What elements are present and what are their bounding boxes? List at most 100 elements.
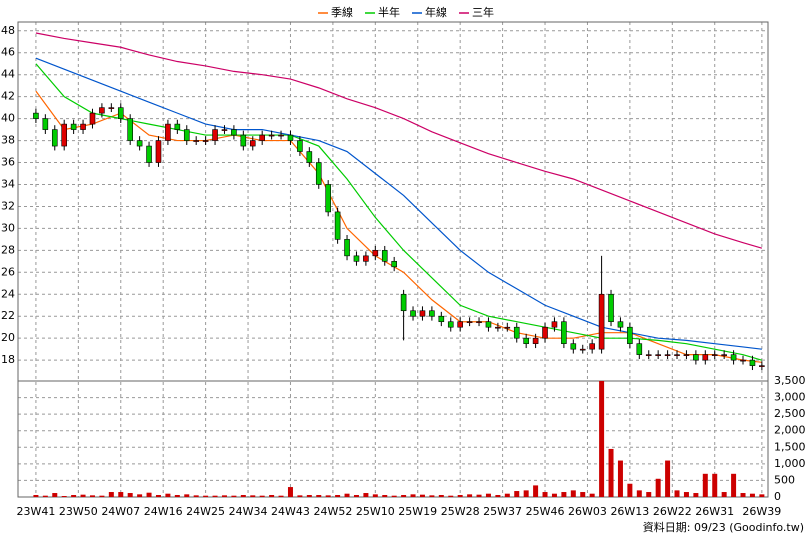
y-tick-label: 20 [1,331,15,344]
y2-tick-label: 2,000 [774,424,806,437]
volume-bar [325,495,331,497]
volume-bar [269,495,275,497]
legend-label: 半年 [378,5,400,19]
volume-bar [240,495,246,497]
x-tick-label: 26W39 [742,505,781,518]
candle-body [664,354,671,356]
y-tick-label: 38 [1,134,15,147]
candle-body [627,326,633,344]
candle-body [438,315,445,323]
candle-body [240,134,247,147]
volume-bar [42,495,48,497]
candle-body [372,250,379,257]
volume-bar [674,490,680,497]
candle-body [117,107,124,119]
x-tick-label: 24W52 [313,505,352,518]
ma-line [35,32,763,249]
volume-bar [636,490,642,497]
volume-bar [759,494,765,497]
candle-body [655,354,661,356]
volume-bar [146,492,152,497]
x-tick-label: 24W25 [186,505,225,518]
volume-bar [391,495,397,497]
candle-body [476,321,482,324]
y2-tick-label: 500 [774,473,795,486]
candle-body [325,184,331,213]
volume-bar [193,495,199,497]
volume-bar [495,495,501,497]
volume-bar [627,483,633,497]
volume-bar [250,495,256,497]
candle-body [165,123,171,141]
x-tick-label: 25W10 [356,505,395,518]
candle-body [51,129,58,147]
x-tick-label: 26W22 [653,505,692,518]
candle-body [513,326,520,339]
volume-bar [61,496,67,497]
candle-body [674,354,680,356]
x-tick-label: 26W03 [568,505,607,518]
volume-bar [221,495,227,497]
candle-body [249,140,256,147]
candle-body [212,129,218,141]
volume-bar [89,495,95,497]
candle-body [183,129,190,141]
x-tick-label: 24W07 [101,505,140,518]
candle-body [155,140,162,163]
candle-body [174,123,181,130]
candle-body [334,211,341,240]
volume-bar [485,493,491,497]
volume-bar [438,495,444,497]
volume-bar [721,492,727,497]
volume-bar [749,493,755,497]
volume-bar [52,493,58,497]
volume-bar [476,494,482,497]
candle-body [608,293,614,323]
volume-bar [316,495,322,497]
candle-body [561,321,567,344]
candle-body [202,140,209,142]
candle-body [645,354,652,356]
volume-bar [731,473,737,497]
volume-bar [108,492,114,497]
x-tick-label: 25W37 [483,505,522,518]
volume-bar [702,473,708,497]
candle-body [759,365,765,367]
y-tick-label: 28 [1,243,15,256]
x-tick-label: 26W31 [695,505,734,518]
candle-body [598,293,605,350]
y2-tick-label: 1,500 [774,440,806,453]
legend-label: 季線 [331,5,353,19]
volume-bar [155,495,161,497]
volume-bar [533,485,539,497]
volume-bar [504,493,510,497]
volume-bar [363,493,369,497]
legend-label: 年線 [425,5,447,19]
candle-body [108,107,115,109]
y-tick-label: 24 [1,287,15,300]
volume-bar [118,492,124,497]
volume-bar [580,492,586,497]
volume-bar [429,495,435,497]
candle-body [693,354,699,361]
volume-bar [542,492,548,497]
candle-body [381,250,388,262]
volume-bar [137,494,143,497]
volume-bar [80,494,86,497]
candle-body [551,321,558,328]
volume-bar [212,495,218,497]
volume-bar [599,381,605,497]
volume-bar [646,492,652,497]
candle-body [89,112,96,125]
candle-body [391,261,397,268]
legend-label: 三年 [472,5,494,19]
y2-tick-label: 0 [774,490,781,503]
volume-bar [419,494,425,497]
volume-bar [410,494,416,497]
volume-bar [683,492,689,497]
candle-body [457,321,463,328]
y-tick-label: 34 [1,177,15,190]
candle-body [730,354,737,361]
